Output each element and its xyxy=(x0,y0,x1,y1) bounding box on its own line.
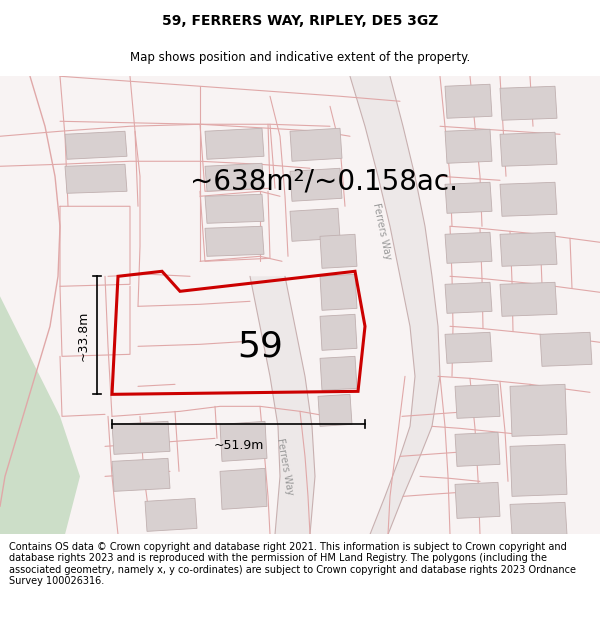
Polygon shape xyxy=(205,226,264,256)
Text: ~33.8m: ~33.8m xyxy=(77,310,89,361)
Polygon shape xyxy=(0,76,600,534)
Polygon shape xyxy=(500,232,557,266)
Polygon shape xyxy=(320,274,357,311)
Polygon shape xyxy=(145,498,197,531)
Polygon shape xyxy=(220,421,267,461)
Text: ~51.9m: ~51.9m xyxy=(214,439,263,452)
Text: 59: 59 xyxy=(237,329,283,363)
Polygon shape xyxy=(220,468,267,509)
Polygon shape xyxy=(445,332,492,363)
Text: Ferrers Way: Ferrers Way xyxy=(371,202,393,261)
Polygon shape xyxy=(510,503,567,534)
Polygon shape xyxy=(205,128,264,159)
Polygon shape xyxy=(290,128,342,161)
Polygon shape xyxy=(455,432,500,466)
Text: ~638m²/~0.158ac.: ~638m²/~0.158ac. xyxy=(190,168,458,195)
Polygon shape xyxy=(500,132,557,166)
Polygon shape xyxy=(540,332,592,366)
Polygon shape xyxy=(318,394,352,426)
Polygon shape xyxy=(500,182,557,216)
Polygon shape xyxy=(500,282,557,316)
Text: Contains OS data © Crown copyright and database right 2021. This information is : Contains OS data © Crown copyright and d… xyxy=(9,542,576,586)
Polygon shape xyxy=(112,458,170,491)
Polygon shape xyxy=(112,421,170,454)
Polygon shape xyxy=(510,444,567,496)
Text: Map shows position and indicative extent of the property.: Map shows position and indicative extent… xyxy=(130,51,470,64)
Polygon shape xyxy=(290,208,340,241)
Polygon shape xyxy=(65,164,127,193)
Polygon shape xyxy=(290,168,342,201)
Polygon shape xyxy=(455,384,500,418)
Polygon shape xyxy=(445,84,492,118)
Text: 59, FERRERS WAY, RIPLEY, DE5 3GZ: 59, FERRERS WAY, RIPLEY, DE5 3GZ xyxy=(162,14,438,28)
Polygon shape xyxy=(320,314,357,351)
Polygon shape xyxy=(510,384,567,436)
Polygon shape xyxy=(205,194,264,223)
Polygon shape xyxy=(445,282,492,313)
Polygon shape xyxy=(320,234,357,268)
Polygon shape xyxy=(500,86,557,120)
Polygon shape xyxy=(350,76,440,534)
Polygon shape xyxy=(65,131,127,159)
Polygon shape xyxy=(0,296,80,534)
Polygon shape xyxy=(445,129,492,163)
Text: Ferrers Way: Ferrers Way xyxy=(275,437,295,496)
Polygon shape xyxy=(455,482,500,518)
Polygon shape xyxy=(445,232,492,263)
Polygon shape xyxy=(445,182,492,213)
Polygon shape xyxy=(205,163,264,191)
Polygon shape xyxy=(250,276,315,534)
Polygon shape xyxy=(320,356,357,391)
